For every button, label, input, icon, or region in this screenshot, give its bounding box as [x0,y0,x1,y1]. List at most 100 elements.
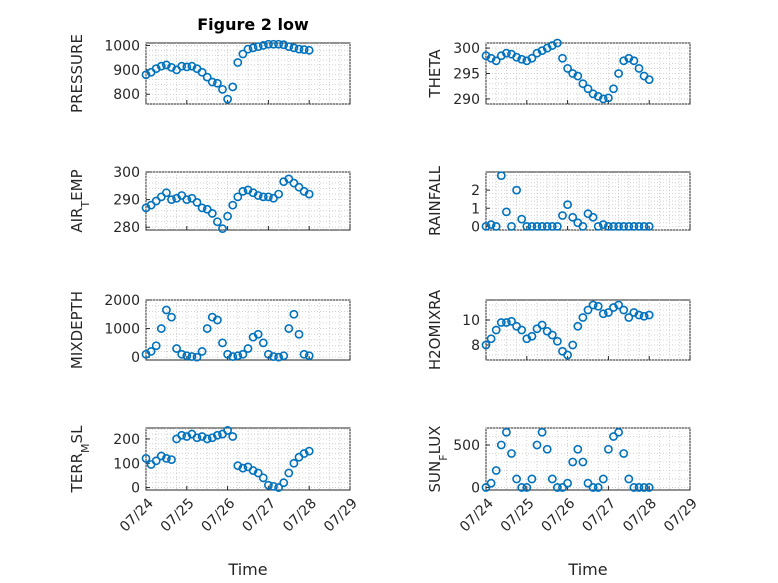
data-point [141,453,151,463]
y-tick-label: 300 [453,41,480,57]
data-point [609,432,618,441]
data-point [279,351,289,361]
y-tick-label: 200 [113,432,140,448]
y-tick-label: 0 [131,350,140,366]
data-point [496,318,506,327]
y-tick-label: 290 [453,92,480,108]
data-point [501,427,511,437]
data-point [172,344,181,353]
data-point [248,466,258,475]
y-tick-label: 900 [113,63,140,79]
data-point [258,338,268,348]
data-point [644,483,654,492]
data-point [527,221,537,231]
data-point [228,432,238,441]
data-point [141,70,151,80]
y-tick-label: 1000 [104,38,140,54]
data-point [558,53,567,63]
y-axis-label: MIXDEPTH [68,291,86,369]
data-point [223,94,232,104]
y-tick-label: 1000 [104,322,140,338]
data-point [151,64,161,74]
data-point [486,220,496,229]
data-point [629,56,639,66]
data-point [223,211,232,221]
y-axis-label: TERRMSL [68,425,92,494]
data-point [481,340,491,350]
data-point [553,483,562,492]
data-point [263,480,273,490]
data-point [634,64,644,73]
data-point [496,440,506,450]
data-point [207,433,217,443]
x-tick-label: 07/24 [457,495,497,535]
data-point [563,64,572,73]
data-point [563,350,572,360]
data-point [299,45,309,54]
y-tick-label: 100 [113,456,140,472]
data-point [207,209,217,218]
y-axis-label: PRESSURE [68,34,86,113]
data-point [507,221,516,231]
data-point [496,171,506,181]
data-point [522,334,532,344]
data-point [253,468,263,478]
data-point [177,61,187,71]
data-point [304,45,314,55]
data-point [197,203,207,213]
data-point [177,349,187,359]
data-point [547,221,557,231]
data-point [583,84,593,94]
data-point [177,191,187,200]
data-point [634,483,644,492]
data-point [481,483,491,492]
data-point [547,330,557,340]
data-point [639,221,649,231]
y-axis-label: THETA [426,49,444,99]
data-point [243,344,253,353]
data-point [146,347,156,356]
data-point [593,301,603,311]
data-point [578,221,588,231]
subplot-mixdepth: 0 1000 2000 MIXDEPTH [68,291,351,369]
data-point [212,78,222,88]
data-point [512,52,521,62]
data-point [192,433,202,443]
data-point [553,221,562,231]
data-point [563,200,572,210]
plot-area [145,171,351,231]
x-tick-label: 07/29 [661,496,701,536]
data-point [491,56,501,66]
data-point [598,220,608,229]
data-point [253,191,263,200]
data-point [269,481,278,491]
data-point [614,427,623,437]
data-point [284,324,294,333]
data-point [218,338,227,348]
y-tick-label: 295 [453,67,480,83]
data-point [624,474,634,484]
data-point [517,214,527,224]
data-point [269,193,278,203]
subplot-air-temp: 280 290 300 AIRTEMP [68,165,351,236]
data-point [614,69,623,78]
data-point [558,483,567,492]
data-point [501,48,511,58]
y-axis-label: RAINFALL [426,165,444,236]
data-point [289,309,299,319]
data-point [644,310,654,320]
data-point [568,212,578,222]
data-point [527,474,537,484]
data-point [507,449,516,458]
x-tick-label: 07/27 [239,496,279,536]
data-point [568,340,578,350]
y-tick-label: 0 [471,480,480,496]
data-point [233,461,243,471]
y-tick-label: 2 [471,183,480,199]
data-point [629,483,639,492]
data-point [218,224,227,234]
data-point [517,325,527,335]
data-point [624,221,634,231]
data-point [233,192,243,202]
